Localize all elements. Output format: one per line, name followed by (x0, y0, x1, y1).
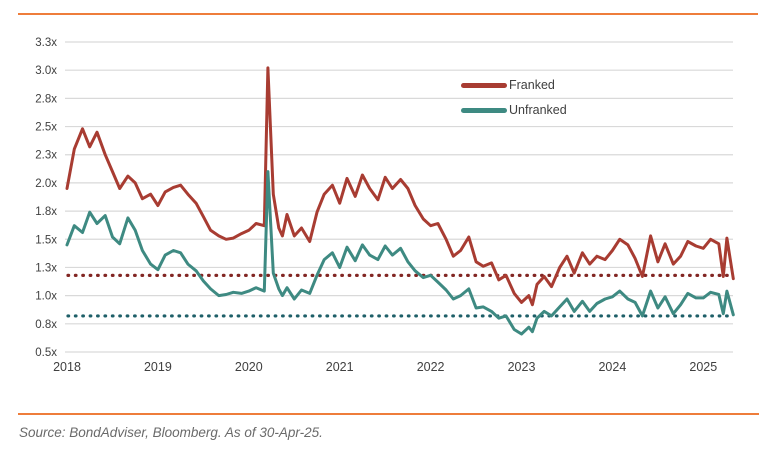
franked-series-line (65, 66, 735, 307)
legend-swatch-franked (461, 82, 507, 88)
legend-item-unfranked: Unfranked (461, 102, 567, 118)
y-tick-label: 1.3x (35, 262, 57, 274)
x-tick-label: 2023 (508, 360, 536, 374)
franking-ratio-chart: 3.3x 3.0x 2.8x 2.5x 2.3x 2.0x 1.8x 1.5x 1.3x 1.0x… (35, 37, 735, 374)
source-note: Source: BondAdviser, Bloomberg. As of 30… (19, 425, 323, 440)
x-tick-label: 2024 (598, 360, 626, 374)
legend-label-unfranked: Unfranked (509, 103, 567, 117)
y-tick-label: 0.5x (35, 347, 57, 359)
x-tick-label: 2021 (326, 360, 354, 374)
y-tick-label: 1.0x (35, 291, 57, 303)
bottom-divider (18, 413, 759, 415)
y-tick-label: 0.8x (35, 319, 57, 331)
x-tick-label: 2025 (689, 360, 717, 374)
y-tick-label: 2.3x (35, 150, 57, 162)
chart-legend: Franked Unfranked (461, 77, 567, 118)
legend-item-franked: Franked (461, 77, 567, 93)
x-tick-label: 2019 (144, 360, 172, 374)
x-tick-label: 2018 (53, 360, 81, 374)
y-tick-label: 2.0x (35, 178, 57, 190)
y-tick-label: 2.5x (35, 122, 57, 134)
top-divider (18, 13, 758, 15)
unfranked-series-line (65, 170, 735, 336)
x-tick-label: 2020 (235, 360, 263, 374)
y-tick-label: 1.8x (35, 206, 57, 218)
y-tick-label: 1.5x (35, 234, 57, 246)
legend-label-franked: Franked (509, 78, 555, 92)
y-tick-label: 2.8x (35, 93, 57, 105)
y-tick-label: 3.3x (35, 37, 57, 49)
x-tick-label: 2022 (417, 360, 445, 374)
legend-swatch-unfranked (461, 107, 507, 113)
y-tick-label: 3.0x (35, 65, 57, 77)
